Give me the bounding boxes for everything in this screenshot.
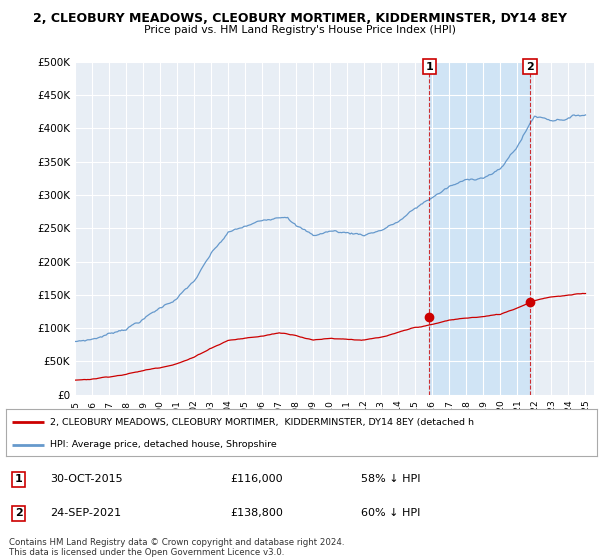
Text: 1: 1: [425, 62, 433, 72]
Text: Price paid vs. HM Land Registry's House Price Index (HPI): Price paid vs. HM Land Registry's House …: [144, 25, 456, 35]
Text: 24-SEP-2021: 24-SEP-2021: [50, 508, 121, 519]
Text: 2, CLEOBURY MEADOWS, CLEOBURY MORTIMER,  KIDDERMINSTER, DY14 8EY (detached h: 2, CLEOBURY MEADOWS, CLEOBURY MORTIMER, …: [50, 418, 475, 427]
Text: HPI: Average price, detached house, Shropshire: HPI: Average price, detached house, Shro…: [50, 440, 277, 449]
Text: Contains HM Land Registry data © Crown copyright and database right 2024.
This d: Contains HM Land Registry data © Crown c…: [9, 538, 344, 557]
Text: 2: 2: [526, 62, 534, 72]
Text: 2, CLEOBURY MEADOWS, CLEOBURY MORTIMER, KIDDERMINSTER, DY14 8EY: 2, CLEOBURY MEADOWS, CLEOBURY MORTIMER, …: [33, 12, 567, 25]
Text: 30-OCT-2015: 30-OCT-2015: [50, 474, 123, 484]
Text: £116,000: £116,000: [230, 474, 283, 484]
Text: 58% ↓ HPI: 58% ↓ HPI: [361, 474, 420, 484]
Text: 1: 1: [15, 474, 23, 484]
Text: £138,800: £138,800: [230, 508, 283, 519]
Text: 2: 2: [15, 508, 23, 519]
Text: 60% ↓ HPI: 60% ↓ HPI: [361, 508, 420, 519]
Bar: [430, 62, 530, 395]
